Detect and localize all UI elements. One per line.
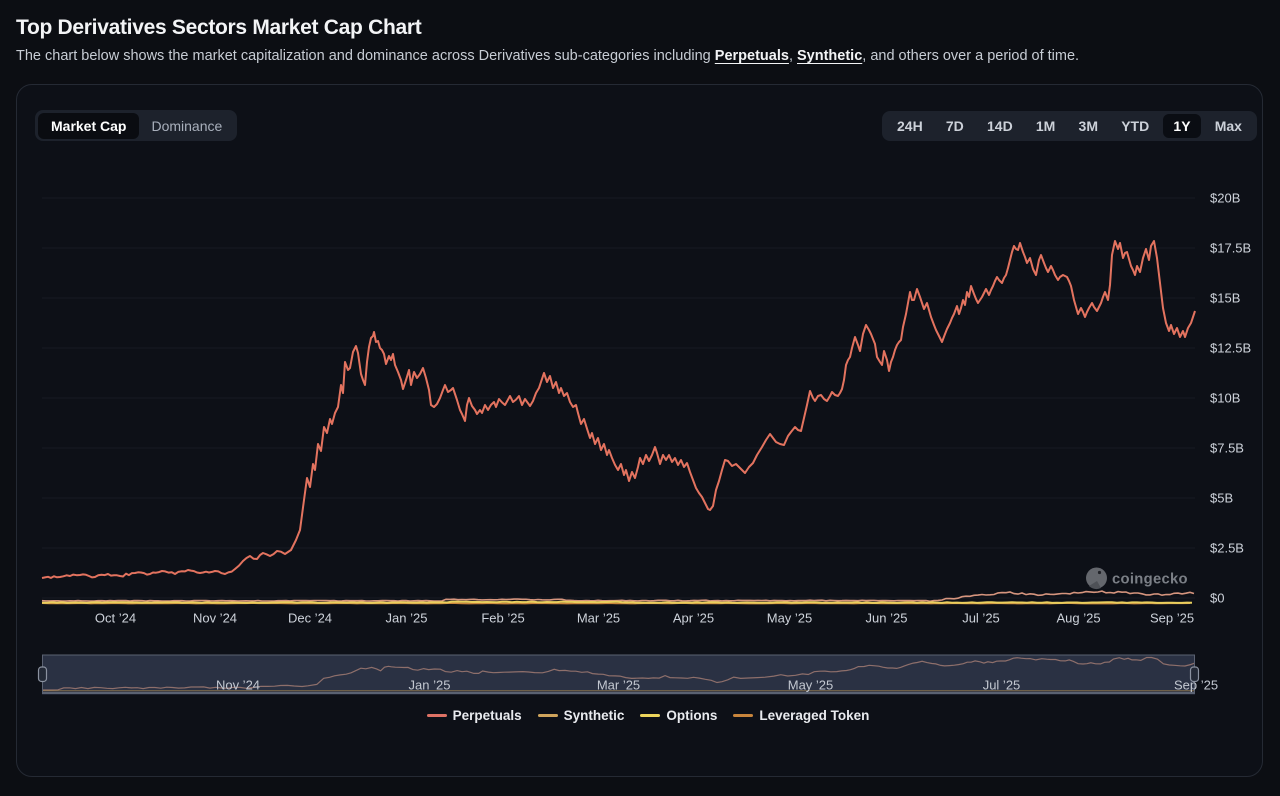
svg-text:Jul ’25: Jul ’25 bbox=[983, 678, 1021, 693]
svg-text:coingecko: coingecko bbox=[1112, 572, 1188, 588]
svg-text:$20B: $20B bbox=[1210, 191, 1240, 206]
svg-text:$10B: $10B bbox=[1210, 391, 1240, 406]
svg-text:$7.5B: $7.5B bbox=[1210, 441, 1244, 456]
svg-text:Jan ’25: Jan ’25 bbox=[409, 678, 451, 693]
svg-text:Mar ’25: Mar ’25 bbox=[577, 611, 620, 626]
svg-text:Apr ’25: Apr ’25 bbox=[673, 611, 714, 626]
svg-text:Jan ’25: Jan ’25 bbox=[386, 611, 428, 626]
svg-text:$0: $0 bbox=[1210, 591, 1224, 606]
svg-text:Jun ’25: Jun ’25 bbox=[866, 611, 908, 626]
svg-text:Sep ’25: Sep ’25 bbox=[1174, 678, 1218, 693]
svg-text:$12.5B: $12.5B bbox=[1210, 341, 1251, 356]
svg-text:Jul ’25: Jul ’25 bbox=[962, 611, 1000, 626]
svg-text:Sep ’25: Sep ’25 bbox=[1150, 611, 1194, 626]
svg-text:$5B: $5B bbox=[1210, 491, 1233, 506]
svg-text:$2.5B: $2.5B bbox=[1210, 541, 1244, 556]
svg-text:May ’25: May ’25 bbox=[767, 611, 813, 626]
svg-text:Nov ’24: Nov ’24 bbox=[216, 678, 260, 693]
svg-text:$17.5B: $17.5B bbox=[1210, 241, 1251, 256]
svg-text:Aug ’25: Aug ’25 bbox=[1056, 611, 1100, 626]
svg-text:Oct ’24: Oct ’24 bbox=[95, 611, 136, 626]
svg-text:Mar ’25: Mar ’25 bbox=[597, 678, 640, 693]
svg-text:Dec ’24: Dec ’24 bbox=[288, 611, 332, 626]
svg-text:Nov ’24: Nov ’24 bbox=[193, 611, 237, 626]
svg-text:May ’25: May ’25 bbox=[788, 678, 834, 693]
svg-text:Feb ’25: Feb ’25 bbox=[481, 611, 524, 626]
svg-text:$15B: $15B bbox=[1210, 291, 1240, 306]
